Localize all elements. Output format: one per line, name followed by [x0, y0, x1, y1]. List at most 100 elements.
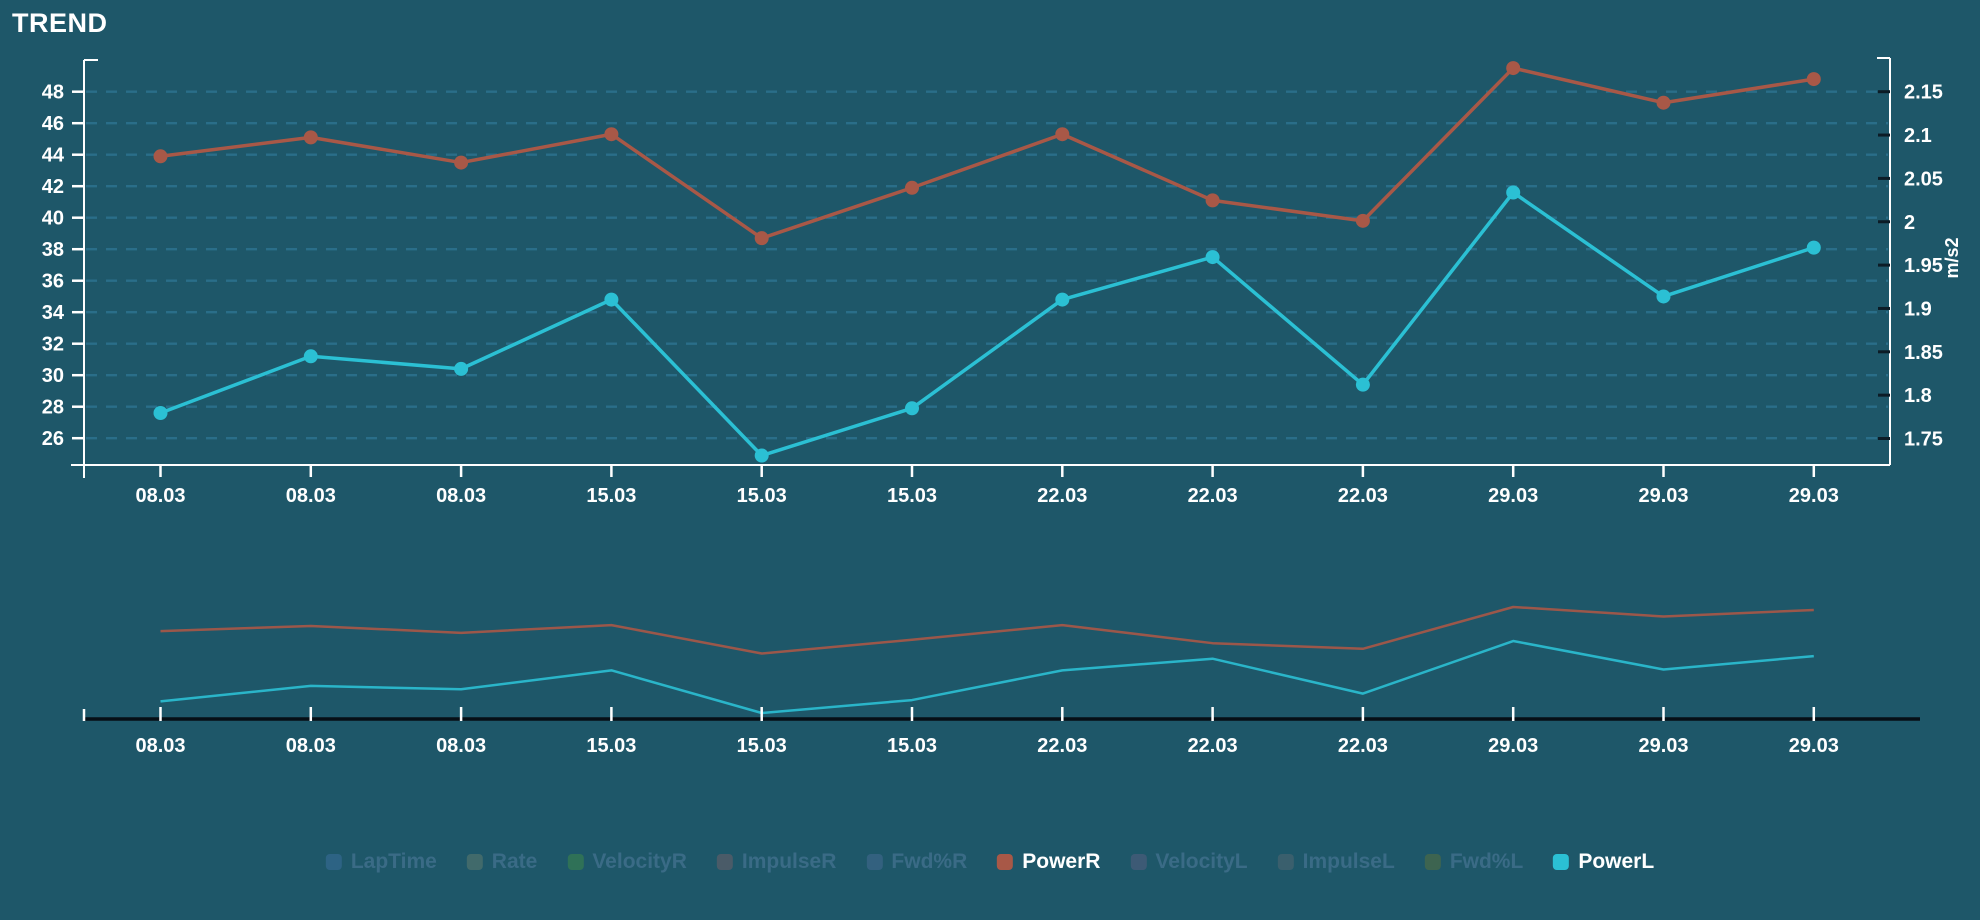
legend-swatch — [466, 854, 483, 870]
x-axis-label: 15.03 — [737, 485, 787, 507]
legend-swatch — [716, 854, 733, 870]
series-powerl-marker[interactable] — [1656, 289, 1671, 304]
y-axis-right-label: 2.05 — [1904, 168, 1943, 190]
legend-swatch — [1424, 854, 1441, 870]
legend-swatch — [567, 854, 584, 870]
x-axis-label: 29.03 — [1488, 485, 1538, 507]
x-axis-label: 08.03 — [436, 485, 486, 507]
x-axis-label: 22.03 — [1188, 485, 1238, 507]
y-axis-left-label: 42 — [42, 176, 64, 198]
y-axis-right-label: 1.95 — [1904, 255, 1943, 277]
y-axis-left-label: 36 — [42, 271, 64, 293]
legend-item-rate[interactable]: Rate — [466, 850, 538, 874]
y-axis-left-label: 38 — [42, 239, 64, 261]
series-powerr-marker[interactable] — [153, 149, 168, 164]
navigator-x-label: 22.03 — [1338, 735, 1388, 757]
y-axis-left-label: 32 — [42, 334, 64, 356]
legend-swatch — [1277, 854, 1294, 870]
navigator-x-label: 08.03 — [286, 735, 336, 757]
series-powerl-marker[interactable] — [1355, 377, 1370, 392]
legend-item-powerl[interactable]: PowerL — [1553, 850, 1654, 874]
navigator-x-label: 15.03 — [586, 735, 636, 757]
series-powerl-marker[interactable] — [754, 448, 769, 463]
legend-item-fwd-l[interactable]: Fwd%L — [1424, 850, 1524, 874]
legend-label: Fwd%L — [1449, 850, 1524, 873]
legend-label: PowerR — [1022, 850, 1101, 873]
legend-label: Rate — [491, 850, 538, 873]
series-powerl-line — [158, 190, 1816, 458]
series-powerl-marker[interactable] — [1205, 250, 1220, 265]
y-axis-left-label: 34 — [42, 302, 65, 324]
legend-label: ImpulseR — [741, 850, 837, 873]
series-powerl-marker[interactable] — [303, 349, 318, 364]
y-axis-right-label: 1.9 — [1904, 298, 1932, 320]
legend-label: LapTime — [350, 850, 437, 873]
series-powerr-marker[interactable] — [303, 130, 318, 145]
y-axis-left-label: 46 — [42, 113, 64, 135]
legend-item-laptime[interactable]: LapTime — [325, 850, 437, 874]
y-axis-left-label: 40 — [42, 208, 64, 230]
series-powerr-marker[interactable] — [1506, 61, 1521, 76]
x-axis-label: 08.03 — [286, 485, 336, 507]
x-axis-label: 29.03 — [1789, 485, 1839, 507]
series-powerr-marker[interactable] — [1205, 193, 1220, 208]
page-title: TREND — [12, 8, 108, 38]
legend-label: PowerL — [1578, 850, 1655, 873]
navigator-series-powerl — [160, 639, 1814, 715]
y-axis-right-label: 1.85 — [1904, 342, 1943, 364]
y-axis-right-title: m/s2 — [1942, 237, 1962, 278]
x-axis-label: 22.03 — [1037, 485, 1087, 507]
legend-label: VelocityR — [592, 850, 687, 873]
legend-item-velocityr[interactable]: VelocityR — [567, 850, 687, 874]
series-powerr-marker[interactable] — [905, 180, 919, 195]
series-powerr-marker[interactable] — [1656, 95, 1671, 110]
navigator-x-label: 08.03 — [135, 735, 185, 757]
series-powerl-marker[interactable] — [153, 406, 168, 420]
navigator-x-label: 15.03 — [737, 735, 787, 757]
series-powerr-marker[interactable] — [754, 231, 769, 246]
series-powerr-marker[interactable] — [454, 155, 469, 170]
legend-label: Fwd%R — [891, 850, 968, 873]
series-powerl-marker[interactable] — [1806, 240, 1821, 255]
x-axis-label: 08.03 — [135, 485, 185, 507]
series-powerl-marker[interactable] — [1506, 185, 1521, 200]
legend-item-velocityl[interactable]: VelocityL — [1130, 850, 1248, 874]
legend-swatch — [866, 854, 883, 870]
legend-swatch — [325, 854, 342, 870]
series-powerr-marker[interactable] — [604, 127, 619, 142]
series-powerl-marker[interactable] — [604, 292, 619, 307]
series-powerr-line — [158, 66, 1816, 240]
y-axis-right-label: 1.75 — [1904, 429, 1943, 451]
series-powerl-marker[interactable] — [454, 361, 469, 376]
legend-label: ImpulseL — [1302, 850, 1395, 873]
y-axis-right-label: 1.8 — [1904, 385, 1932, 407]
legend-item-fwd-r[interactable]: Fwd%R — [866, 850, 967, 874]
y-axis-left-label: 48 — [42, 82, 64, 104]
navigator-x-label: 29.03 — [1638, 735, 1688, 757]
navigator-x-label: 22.03 — [1188, 735, 1238, 757]
legend-item-powerr[interactable]: PowerR — [997, 850, 1100, 874]
legend-label: VelocityL — [1155, 850, 1248, 873]
navigator-series-powerr — [160, 605, 1814, 655]
y-axis-right-label: 2.15 — [1904, 82, 1943, 104]
navigator-x-label: 29.03 — [1488, 735, 1538, 757]
series-powerl-marker[interactable] — [1055, 292, 1070, 307]
legend-item-impulser[interactable]: ImpulseR — [716, 850, 837, 874]
legend-item-impulsel[interactable]: ImpulseL — [1277, 850, 1395, 874]
x-axis-label: 15.03 — [586, 485, 636, 507]
y-axis-left-label: 44 — [42, 145, 65, 167]
navigator-x-label: 22.03 — [1037, 735, 1087, 757]
legend: LapTime Rate VelocityR ImpulseR Fwd%R PowerR V… — [325, 850, 1654, 874]
series-powerl-marker[interactable] — [905, 401, 919, 416]
series-powerr-marker[interactable] — [1355, 213, 1370, 228]
y-axis-right-label: 2 — [1904, 212, 1915, 234]
navigator-x-label: 08.03 — [436, 735, 486, 757]
legend-swatch — [1130, 854, 1147, 870]
x-axis-label: 29.03 — [1638, 485, 1688, 507]
x-axis-label: 15.03 — [887, 485, 937, 507]
series-powerr-marker[interactable] — [1055, 127, 1070, 142]
series-powerr-marker[interactable] — [1806, 72, 1821, 87]
y-axis-left-label: 28 — [42, 397, 64, 419]
legend-swatch — [997, 854, 1014, 870]
